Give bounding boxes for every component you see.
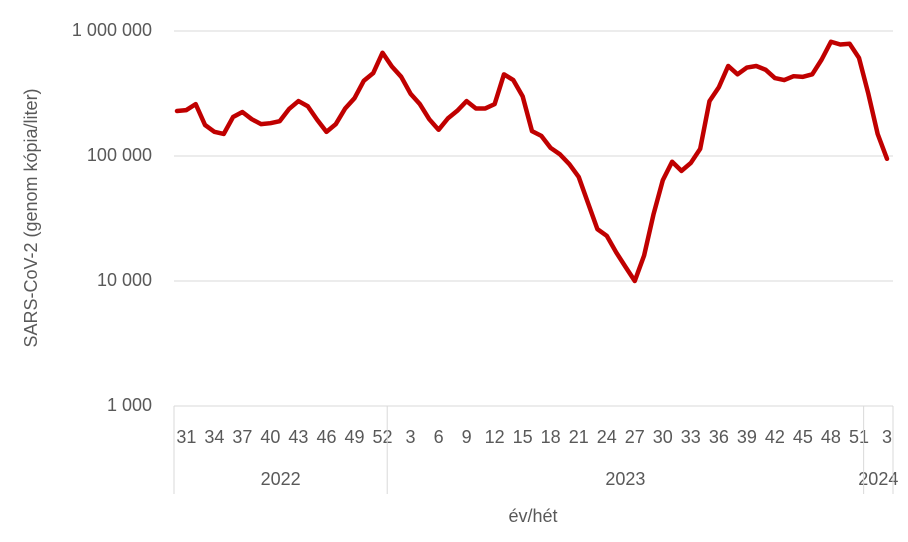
x-tick-label: 27 [625,427,645,447]
x-tick-label: 31 [176,427,196,447]
x-tick-label: 3 [406,427,416,447]
x-tick-label: 36 [709,427,729,447]
x-tick-label: 40 [260,427,280,447]
x-tick-label: 18 [541,427,561,447]
x-tick-label: 33 [681,427,701,447]
x-tick-label: 52 [373,427,393,447]
x-tick-label: 43 [288,427,308,447]
x-group-label: 2024 [858,469,898,489]
x-tick-label: 37 [232,427,252,447]
x-tick-label: 30 [653,427,673,447]
x-tick-label: 42 [765,427,785,447]
x-tick-label: 46 [316,427,336,447]
x-tick-label: 24 [597,427,617,447]
x-tick-label: 9 [462,427,472,447]
x-group-label: 2023 [605,469,645,489]
y-tick-label: 1 000 [107,395,152,415]
x-tick-label: 51 [849,427,869,447]
y-tick-label: 1 000 000 [72,20,152,40]
y-tick-label: 100 000 [87,145,152,165]
x-tick-label: 6 [434,427,444,447]
x-tick-label: 48 [821,427,841,447]
x-tick-label: 21 [569,427,589,447]
data-line [174,39,890,284]
x-tick-label: 3 [882,427,892,447]
x-tick-label: 12 [485,427,505,447]
x-tick-label: 15 [513,427,533,447]
y-axis-label: SARS-CoV-2 (genom kópia/liter) [21,88,41,347]
x-group-label: 2022 [261,469,301,489]
y-tick-label: 10 000 [97,270,152,290]
x-tick-label: 49 [344,427,364,447]
x-axis-label: év/hét [508,506,557,526]
x-tick-label: 45 [793,427,813,447]
x-tick-label: 34 [204,427,224,447]
x-tick-label: 39 [737,427,757,447]
